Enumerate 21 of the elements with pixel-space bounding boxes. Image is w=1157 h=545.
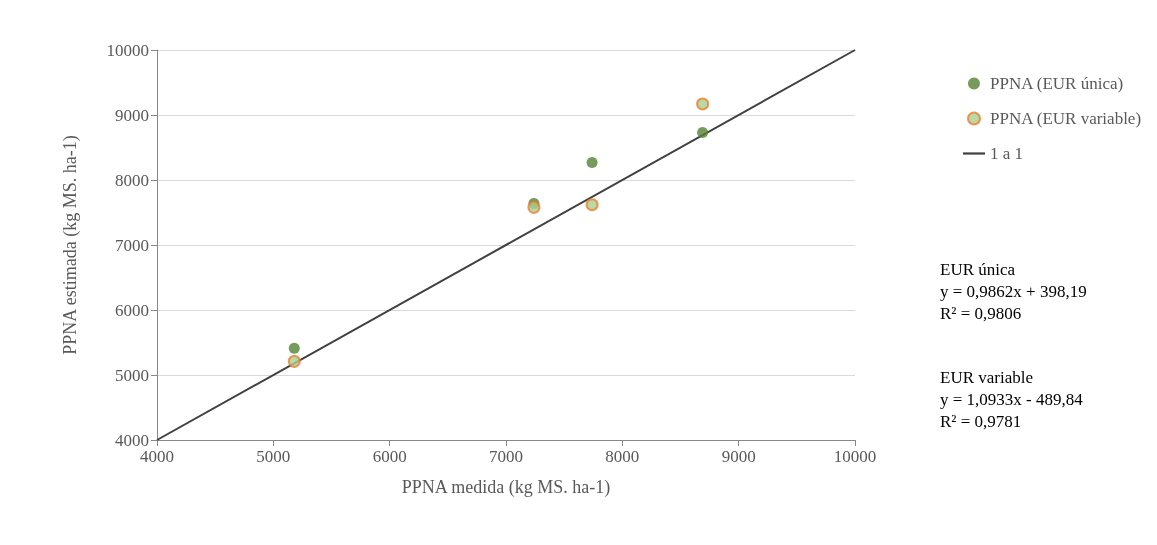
y-axis-title: PPNA estimada (kg MS. ha-1) <box>60 135 81 355</box>
x-axis-title: PPNA medida (kg MS. ha-1) <box>401 477 611 498</box>
y-tick-label: 8000 <box>115 170 149 190</box>
y-tick-label: 7000 <box>115 235 149 255</box>
x-tick-label: 4000 <box>140 447 174 466</box>
x-tick-label: 6000 <box>372 447 407 466</box>
legend-label: PPNA (EUR variable) <box>989 109 1142 128</box>
y-tick-label: 5000 <box>115 365 149 385</box>
y-tick-label: 9000 <box>115 105 149 125</box>
x-tick-label: 9000 <box>721 447 756 466</box>
x-tick-label: 10000 <box>833 447 877 466</box>
legend-label: PPNA (EUR única) <box>989 74 1124 93</box>
y-tick-label: 4000 <box>115 430 149 450</box>
text: EUR variable y = 1,0933x - 489,84 R² = 0,9781 <box>940 367 1084 431</box>
text: EUR única y = 0,9862x + 398,19 R² = 0,9806 <box>940 259 1087 323</box>
legend-label: 1 a 1 <box>989 144 1024 163</box>
y-tick-label: 10000 <box>106 40 149 60</box>
y-tick-label: 6000 <box>115 300 149 320</box>
x-tick-label: 7000 <box>489 447 523 466</box>
x-tick-label: 5000 <box>256 447 291 466</box>
x-tick-label: 8000 <box>605 447 640 466</box>
